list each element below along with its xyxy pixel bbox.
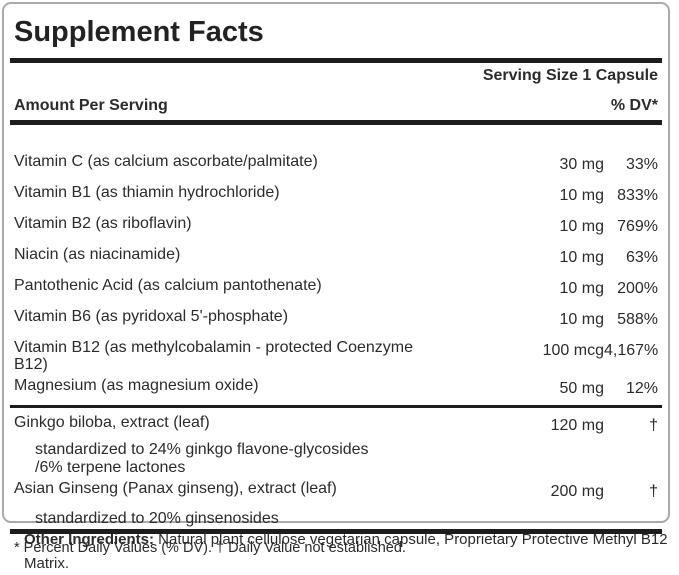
- footnote-text: * Percent Daily Values (% DV). † Daily V…: [14, 540, 406, 556]
- panel-title: Supplement Facts: [14, 16, 264, 48]
- botanical-note: standardized to 24% ginkgo flavone-glyco…: [35, 441, 658, 477]
- nutrient-amount: 10 mg: [559, 218, 604, 235]
- botanical-row-ginkgo: Ginkgo biloba, extract (leaf) 120 mg †: [4, 414, 668, 434]
- botanical-dv-dagger: †: [649, 483, 658, 500]
- nutrient-dv: 200%: [617, 280, 658, 297]
- divider-thick-header: [10, 120, 662, 125]
- botanical-note-line2: /6% terpene lactones: [35, 459, 186, 476]
- amount-per-serving-header: Amount Per Serving: [14, 97, 168, 114]
- nutrient-label: Vitamin B1 (as thiamin hydrochloride): [14, 184, 280, 201]
- nutrient-label: Pantothenic Acid (as calcium pantothenat…: [14, 277, 322, 294]
- nutrient-label: Niacin (as niacinamide): [14, 246, 181, 263]
- nutrient-row-vitamin-b12: Vitamin B12 (as methylcobalamin - protec…: [4, 339, 668, 373]
- nutrient-label: Magnesium (as magnesium oxide): [14, 377, 259, 394]
- botanical-label: Asian Ginseng (Panax ginseng), extract (…: [14, 480, 337, 497]
- nutrient-row-pantothenic-acid: Pantothenic Acid (as calcium pantothenat…: [4, 277, 668, 297]
- nutrient-label: Vitamin C (as calcium ascorbate/palmitat…: [14, 153, 318, 170]
- nutrient-dv: 588%: [617, 311, 658, 328]
- botanical-dv-dagger: †: [649, 417, 658, 434]
- nutrient-dv: 33%: [625, 156, 658, 173]
- nutrient-row-vitamin-b1: Vitamin B1 (as thiamin hydrochloride) 10…: [4, 184, 668, 204]
- nutrient-amount: 50 mg: [559, 380, 604, 397]
- nutrient-label: Vitamin B6 (as pyridoxal 5'-phosphate): [14, 308, 289, 325]
- nutrient-amount: 10 mg: [559, 280, 604, 297]
- nutrient-label: Vitamin B2 (as riboflavin): [14, 215, 192, 232]
- divider-medium: [10, 405, 662, 408]
- botanical-label: Ginkgo biloba, extract (leaf): [14, 414, 210, 431]
- nutrient-dv: 4,167%: [604, 342, 659, 359]
- nutrient-list: Vitamin C (as calcium ascorbate/palmitat…: [4, 125, 668, 397]
- other-ingredients-text: Natural plant cellulose vegetarian capsu…: [24, 531, 668, 572]
- divider-thick-bottom: [10, 529, 662, 534]
- nutrient-label-line1: Vitamin B12 (as methylcobalamin - protec…: [14, 339, 413, 356]
- nutrient-dv: 769%: [617, 218, 658, 235]
- nutrient-amount: 10 mg: [559, 187, 604, 204]
- nutrient-amount: 10 mg: [559, 311, 604, 328]
- serving-size-text: Serving Size 1 Capsule: [482, 67, 658, 84]
- divider-thick-top: [10, 58, 662, 63]
- nutrient-dv: 833%: [617, 187, 658, 204]
- nutrient-amount: 10 mg: [559, 249, 604, 266]
- nutrient-label-line2: B12): [14, 356, 48, 373]
- botanical-note: standardized to 20% ginsenosides: [35, 510, 279, 527]
- nutrient-row-niacin: Niacin (as niacinamide) 10 mg 63%: [4, 246, 668, 266]
- nutrient-row-magnesium: Magnesium (as magnesium oxide) 50 mg 12%: [4, 377, 668, 397]
- nutrient-amount: 30 mg: [559, 156, 604, 173]
- percent-dv-header: % DV*: [610, 97, 658, 114]
- nutrient-amount: 100 mcg: [542, 342, 604, 359]
- supplement-facts-panel: Supplement Facts Serving Size 1 Capsule …: [2, 2, 670, 556]
- botanical-amount: 120 mg: [550, 417, 604, 434]
- nutrient-row-vitamin-b6: Vitamin B6 (as pyridoxal 5'-phosphate) 1…: [4, 308, 668, 328]
- other-ingredients-label: Other Ingredients:: [24, 531, 155, 548]
- nutrient-row-vitamin-b2: Vitamin B2 (as riboflavin) 10 mg 769%: [4, 215, 668, 235]
- column-header-row: Amount Per Serving % DV*: [14, 97, 658, 114]
- nutrient-dv: 12%: [625, 380, 658, 397]
- nutrient-dv: 63%: [625, 249, 658, 266]
- nutrient-row-vitamin-c: Vitamin C (as calcium ascorbate/palmitat…: [4, 153, 668, 173]
- other-ingredients: Other Ingredients: Natural plant cellulo…: [24, 528, 669, 575]
- nutrient-label: Vitamin B12 (as methylcobalamin - protec…: [14, 339, 532, 373]
- botanical-amount: 200 mg: [550, 483, 604, 500]
- botanical-note-line1: standardized to 24% ginkgo flavone-glyco…: [35, 441, 369, 458]
- botanical-row-ginseng: Asian Ginseng (Panax ginseng), extract (…: [4, 480, 668, 500]
